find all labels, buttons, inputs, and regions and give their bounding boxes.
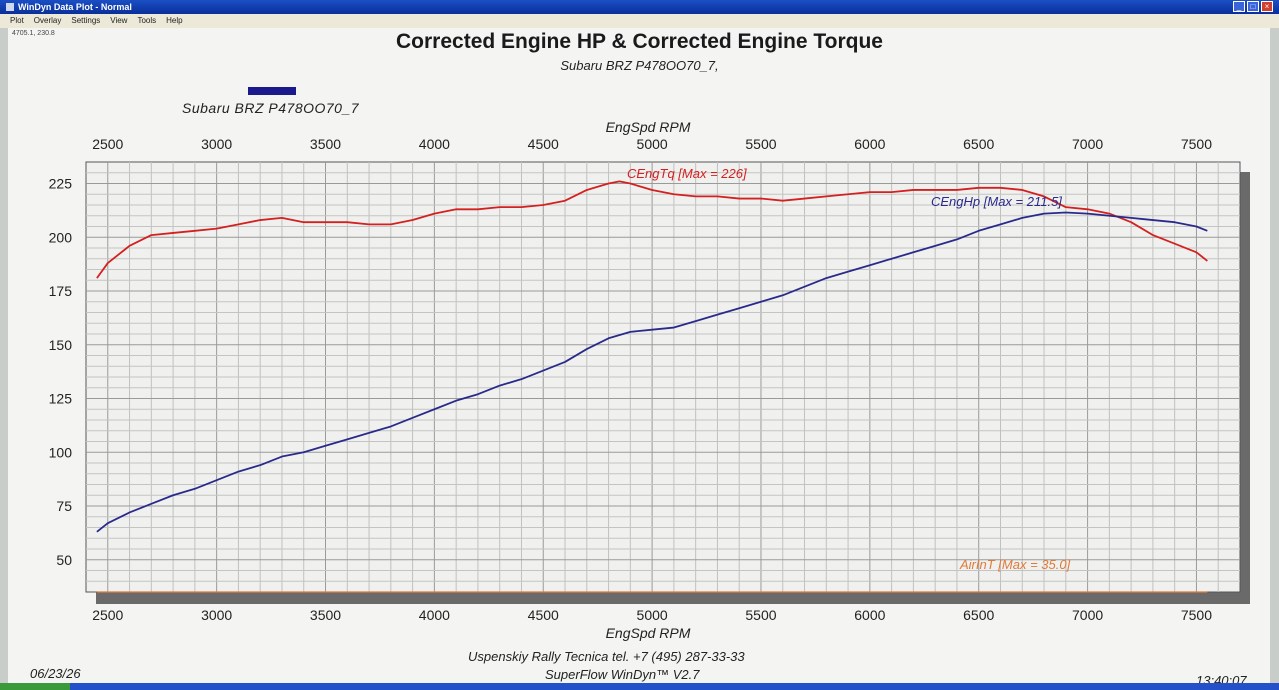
- y-tick-label: 100: [49, 444, 73, 460]
- menu-help[interactable]: Help: [166, 16, 183, 25]
- x-axis-label-top: EngSpd RPM: [606, 119, 691, 135]
- x-tick-label-top: 4500: [528, 136, 559, 152]
- menu-tools[interactable]: Tools: [137, 16, 157, 25]
- x-tick-label-top: 3500: [310, 136, 341, 152]
- grid-lines: [86, 162, 1240, 592]
- x-tick-label-bottom: 7500: [1181, 607, 1212, 623]
- legend-swatch: [248, 87, 296, 95]
- x-tick-label-bottom: 6000: [854, 607, 885, 623]
- x-tick-label-top: 6000: [854, 136, 885, 152]
- window-title: WinDyn Data Plot - Normal: [18, 2, 132, 12]
- x-tick-label-bottom: 2500: [92, 607, 123, 623]
- x-tick-label-bottom: 6500: [963, 607, 994, 623]
- series-labels: CEngTq [Max = 226] CEngHp [Max = 211.5] Ai…: [627, 166, 1071, 572]
- taskbar: [0, 683, 1279, 690]
- x-tick-label-bottom: 5500: [745, 607, 776, 623]
- menu-settings[interactable]: Settings: [71, 16, 101, 25]
- maximize-button[interactable]: □: [1247, 1, 1259, 12]
- horsepower-series-label: CEngHp [Max = 211.5]: [931, 194, 1062, 209]
- x-tick-label-top: 7000: [1072, 136, 1103, 152]
- chart-subtitle: Subaru BRZ P478OO70_7,: [560, 58, 719, 73]
- x-tick-label-top: 2500: [92, 136, 123, 152]
- x-tick-label-top: 3000: [201, 136, 232, 152]
- close-button[interactable]: ×: [1261, 1, 1273, 12]
- x-axis-label-bottom: EngSpd RPM: [606, 625, 691, 641]
- torque-series-label: CEngTq [Max = 226]: [627, 166, 747, 181]
- minimize-button[interactable]: _: [1233, 1, 1245, 12]
- menu-view[interactable]: View: [110, 16, 128, 25]
- y-axis: 50 75 100 125 150 175 200 225: [49, 176, 73, 568]
- y-tick-label: 225: [49, 176, 73, 192]
- series-lines: [96, 180, 1208, 593]
- intake-air-temp-series-label: AirInT [Max = 35.0]: [959, 557, 1071, 572]
- window-titlebar: WinDyn Data Plot - Normal _ □ ×: [0, 0, 1279, 14]
- menu-overlay[interactable]: Overlay: [33, 16, 62, 25]
- horsepower-series-line: [96, 211, 1208, 533]
- x-tick-label-top: 5500: [745, 136, 776, 152]
- y-tick-label: 125: [49, 391, 73, 407]
- x-tick-label-bottom: 3500: [310, 607, 341, 623]
- y-tick-label: 75: [56, 498, 72, 514]
- x-tick-label-bottom: 7000: [1072, 607, 1103, 623]
- legend-label: Subaru BRZ P478OO70_7: [182, 100, 360, 116]
- torque-series-line: [96, 180, 1208, 279]
- x-tick-label-top: 6500: [963, 136, 994, 152]
- cursor-coordinate-readout: 4705.1, 230.8: [12, 30, 55, 37]
- footer-software: SuperFlow WinDyn™ V2.7: [545, 667, 700, 682]
- window-controls: _ □ ×: [1233, 1, 1273, 12]
- x-tick-label-bottom: 4000: [419, 607, 450, 623]
- x-tick-label-top: 4000: [419, 136, 450, 152]
- menu-plot[interactable]: Plot: [10, 16, 24, 25]
- x-tick-label-bottom: 4500: [528, 607, 559, 623]
- x-tick-label-top: 7500: [1181, 136, 1212, 152]
- footer-date: 06/23/26: [30, 666, 81, 681]
- x-tick-label-bottom: 3000: [201, 607, 232, 623]
- y-tick-label: 200: [49, 229, 73, 245]
- x-tick-label-bottom: 5000: [637, 607, 668, 623]
- x-axis-top: 2500 3000 3500 4000 4500 5000 5500 6000 6500 7000…: [92, 119, 1212, 152]
- app-icon: [6, 3, 14, 11]
- y-tick-label: 150: [49, 337, 73, 353]
- footer-company: Uspenskiy Rally Tecnica tel. +7 (495) 28…: [468, 649, 745, 664]
- x-tick-label-top: 5000: [637, 136, 668, 152]
- x-axis-bottom: 2500 3000 3500 4000 4500 5000 5500 6000 6500 7000…: [92, 607, 1212, 641]
- start-button[interactable]: [0, 683, 70, 690]
- y-tick-label: 50: [56, 552, 72, 568]
- y-tick-label: 175: [49, 283, 73, 299]
- menu-bar: Plot Overlay Settings View Tools Help: [0, 14, 1279, 28]
- chart-title: Corrected Engine HP & Corrected Engine T…: [396, 30, 883, 53]
